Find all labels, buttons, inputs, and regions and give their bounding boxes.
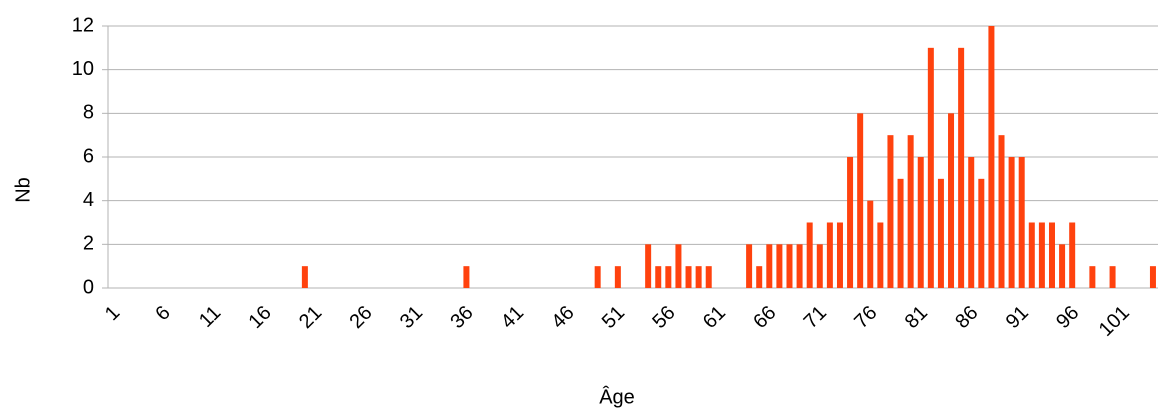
bar	[907, 135, 914, 288]
bar	[857, 113, 864, 288]
y-tick-label: 8	[83, 102, 94, 124]
bar	[756, 266, 763, 288]
x-tick-label: 6	[151, 302, 174, 325]
bar	[1048, 222, 1055, 288]
bar	[917, 157, 924, 288]
x-tick-label: 36	[446, 302, 477, 333]
bar	[463, 266, 470, 288]
bar	[978, 178, 985, 288]
bar	[937, 178, 944, 288]
bar	[1038, 222, 1045, 288]
y-axis-label: Nb	[12, 177, 34, 203]
bar	[988, 26, 995, 288]
bar	[685, 266, 692, 288]
x-tick-label: 51	[598, 302, 629, 333]
bar	[1059, 244, 1066, 288]
y-tick-label: 6	[83, 145, 94, 167]
bar	[806, 222, 813, 288]
x-tick-label: 31	[396, 302, 427, 333]
bar	[1008, 157, 1015, 288]
x-tick-label: 1	[101, 302, 124, 325]
bar	[776, 244, 783, 288]
bar	[746, 244, 753, 288]
x-tick-label: 46	[547, 302, 578, 333]
bar	[1018, 157, 1025, 288]
x-tick-label: 16	[244, 302, 275, 333]
bar	[655, 266, 662, 288]
x-tick-label: 66	[749, 302, 780, 333]
bar	[614, 266, 621, 288]
bar	[665, 266, 672, 288]
bar	[796, 244, 803, 288]
bar	[897, 178, 904, 288]
bar	[998, 135, 1005, 288]
bar	[705, 266, 712, 288]
x-tick-label: 41	[497, 302, 528, 333]
x-tick-label: 81	[901, 302, 932, 333]
x-tick-label: 86	[951, 302, 982, 333]
x-tick-label: 101	[1095, 302, 1134, 341]
bar	[968, 157, 975, 288]
y-tick-label: 0	[83, 276, 94, 298]
bar	[675, 244, 682, 288]
bar	[826, 222, 833, 288]
x-axis-label: Âge	[599, 385, 635, 408]
x-tick-label: 91	[1002, 302, 1033, 333]
x-tick-label: 26	[345, 302, 376, 333]
bar	[836, 222, 843, 288]
x-tick-label: 76	[850, 302, 881, 333]
bar	[847, 157, 854, 288]
bar	[594, 266, 601, 288]
x-tick-label: 61	[699, 302, 730, 333]
bar	[867, 200, 874, 288]
bar	[766, 244, 773, 288]
bar	[927, 47, 934, 289]
bar	[1028, 222, 1035, 288]
y-tick-label: 12	[72, 14, 94, 36]
x-tick-label: 21	[295, 302, 326, 333]
bar	[645, 244, 652, 288]
bar	[1069, 222, 1076, 288]
x-tick-label: 11	[195, 302, 225, 332]
x-tick-label: 56	[648, 302, 679, 333]
x-tick-label: 96	[1052, 302, 1083, 333]
bar	[958, 47, 965, 289]
bar	[786, 244, 793, 288]
bar	[1109, 266, 1116, 288]
y-tick-label: 10	[72, 58, 94, 80]
bar	[1149, 266, 1156, 288]
y-tick-label: 4	[83, 189, 94, 211]
y-tick-label: 2	[83, 233, 94, 255]
bar	[887, 135, 894, 288]
bar	[301, 266, 308, 288]
bar	[695, 266, 702, 288]
bar	[948, 113, 955, 288]
bar	[877, 222, 884, 288]
x-tick-label: 71	[800, 302, 831, 333]
bar	[816, 244, 823, 288]
bar	[1089, 266, 1096, 288]
